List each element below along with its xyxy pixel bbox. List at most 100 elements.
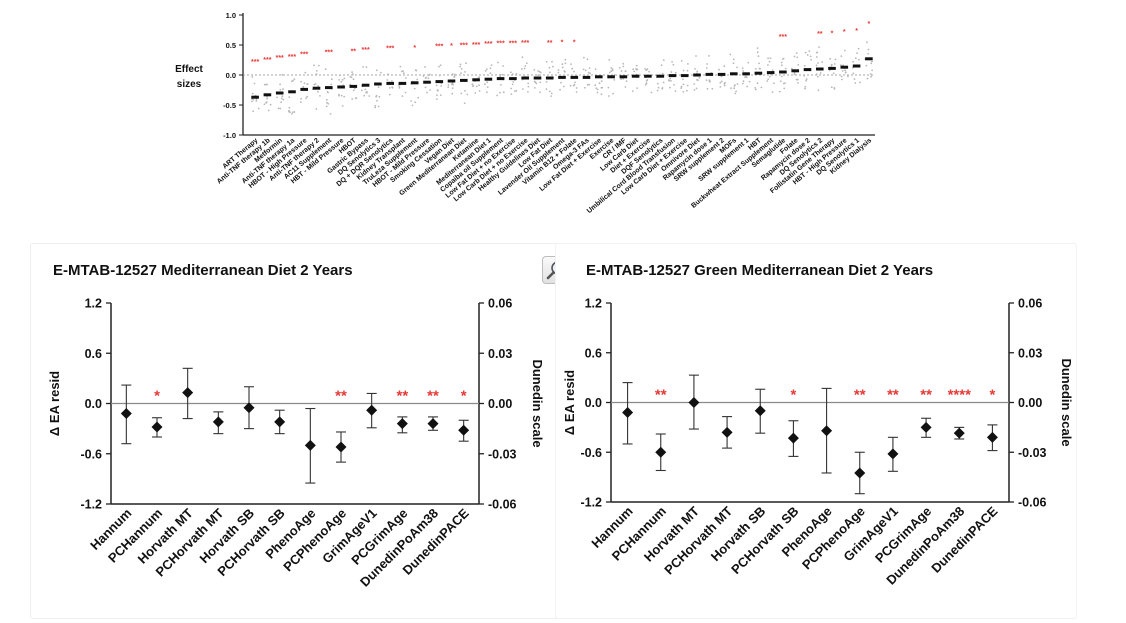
effect-mean-bar: [865, 57, 873, 61]
effect-mean-bar: [460, 78, 468, 82]
category-samples: [754, 47, 763, 91]
effect-mean-bar: [631, 74, 640, 78]
y2-tick-label: 0.00: [488, 397, 512, 411]
sample-dot: [754, 87, 757, 89]
significance-marker: ***: [484, 41, 492, 48]
sample-dot: [832, 72, 835, 75]
sample-dot: [424, 86, 427, 89]
sample-dot: [293, 78, 296, 80]
sample-dot: [289, 111, 291, 114]
sample-dot: [326, 101, 328, 104]
sample-dot: [724, 81, 726, 84]
category-samples: [338, 74, 346, 107]
sample-dot: [414, 69, 417, 71]
sample-dot: [403, 72, 405, 74]
data-point: [622, 406, 634, 418]
sample-dot: [635, 68, 637, 70]
y-axis-label: sizes: [177, 79, 202, 90]
sample-dot: [533, 68, 536, 71]
significance-marker: ***: [472, 42, 480, 49]
sample-dot: [302, 85, 305, 88]
y-tick-label: 1.0: [226, 11, 236, 20]
y2-tick-label: -0.03: [488, 447, 517, 461]
sample-dot: [840, 75, 843, 78]
effect-mean-bar: [398, 81, 407, 85]
y2-tick-label: -0.06: [1018, 496, 1047, 510]
sample-dot: [833, 63, 836, 65]
sample-dot: [330, 83, 333, 86]
significance-marker: *: [154, 388, 160, 405]
sample-dot: [795, 52, 798, 54]
sample-dot: [612, 92, 614, 95]
sample-dot: [411, 104, 414, 107]
category-samples: [668, 61, 677, 92]
sample-dot: [460, 92, 463, 95]
effect-mean-bar: [521, 76, 529, 80]
sample-dot: [436, 94, 438, 96]
category-samples: [521, 56, 530, 93]
sample-dot: [756, 51, 759, 54]
sample-dot: [363, 94, 366, 97]
sample-dot: [793, 55, 796, 58]
category-samples: [435, 64, 443, 100]
sample-dot: [574, 81, 576, 84]
sample-dot: [251, 92, 254, 95]
sample-dot: [657, 86, 660, 89]
data-point: [427, 418, 439, 430]
sample-dot: [364, 88, 367, 91]
sample-dot: [524, 65, 527, 67]
sample-dot: [840, 55, 843, 57]
sample-dot: [768, 60, 771, 63]
y-tick-label: 1.2: [585, 297, 602, 311]
category-samples: [607, 59, 616, 97]
sample-dot: [266, 83, 268, 86]
sample-dot: [550, 95, 553, 97]
sample-dot: [527, 91, 529, 93]
significance-marker: ***: [362, 47, 370, 54]
sample-dot: [279, 107, 282, 110]
effect-mean-bar: [595, 75, 603, 79]
sample-dot: [596, 91, 599, 94]
sample-dot: [815, 64, 818, 67]
y2-tick-label: 0.06: [488, 297, 512, 311]
sample-dot: [499, 91, 501, 94]
sample-dot: [816, 75, 819, 78]
sample-dot: [326, 91, 329, 93]
effect-mean-bar: [816, 67, 824, 71]
sample-dot: [830, 63, 833, 66]
sample-dot: [747, 61, 750, 64]
sample-dot: [255, 98, 258, 101]
sample-dot: [705, 67, 708, 69]
effect-mean-bar: [447, 79, 456, 83]
sample-dot: [804, 85, 807, 88]
sample-dot: [252, 110, 255, 113]
sample-dot: [561, 66, 564, 69]
sample-dot: [510, 93, 513, 95]
sample-dot: [693, 83, 696, 85]
sample-dot: [671, 61, 673, 63]
category-samples: [631, 64, 639, 92]
category-samples: [705, 55, 714, 90]
sample-dot: [584, 69, 587, 72]
sample-dot: [867, 48, 870, 51]
sample-dot: [521, 68, 523, 70]
sample-dot: [266, 95, 268, 98]
y-tick-label: -0.6: [580, 446, 602, 460]
sample-dot: [452, 83, 454, 86]
sample-dot: [548, 71, 551, 74]
sample-dot: [478, 90, 481, 92]
category-samples: [803, 50, 812, 90]
sample-dot: [490, 64, 493, 66]
category-samples: [545, 60, 554, 97]
effect-mean-bar: [570, 75, 579, 79]
significance-marker: *: [843, 29, 846, 36]
sample-dot: [405, 77, 407, 79]
y2-tick-label: 0.03: [1018, 346, 1042, 360]
sample-dot: [280, 97, 283, 100]
category-samples: [864, 41, 873, 80]
sample-dot: [620, 78, 622, 80]
category-samples: [410, 69, 420, 107]
sample-dot: [279, 88, 282, 91]
sample-dot: [459, 63, 462, 66]
